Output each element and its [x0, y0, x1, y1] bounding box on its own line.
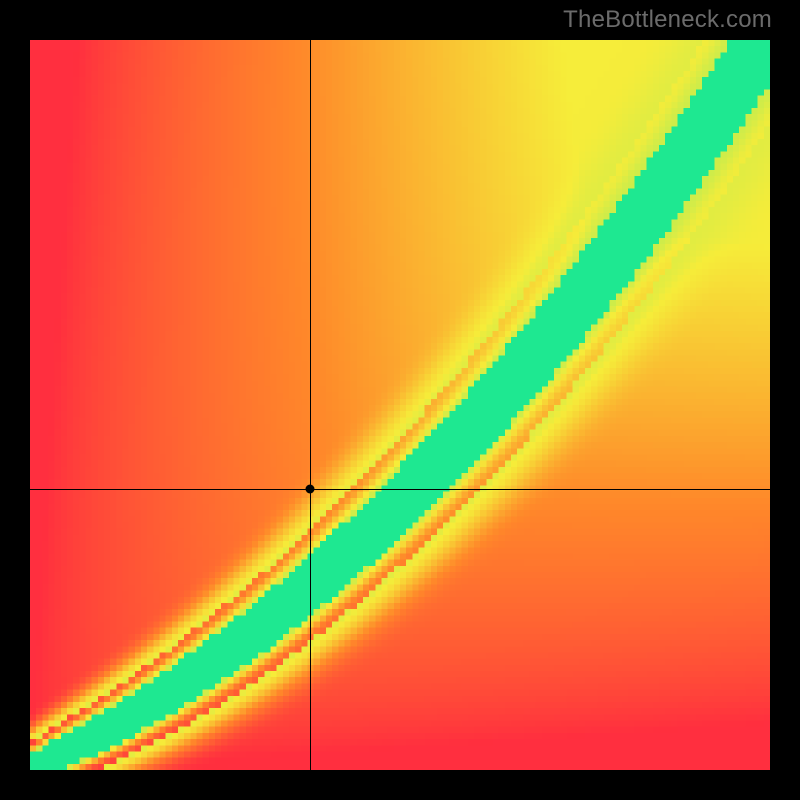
heatmap-canvas	[30, 40, 770, 770]
watermark-text: TheBottleneck.com	[563, 6, 772, 34]
crosshair-horizontal	[30, 489, 770, 490]
crosshair-marker	[305, 484, 314, 493]
chart-container: TheBottleneck.com	[0, 0, 800, 800]
crosshair-vertical	[310, 40, 311, 770]
plot-area	[30, 40, 770, 770]
